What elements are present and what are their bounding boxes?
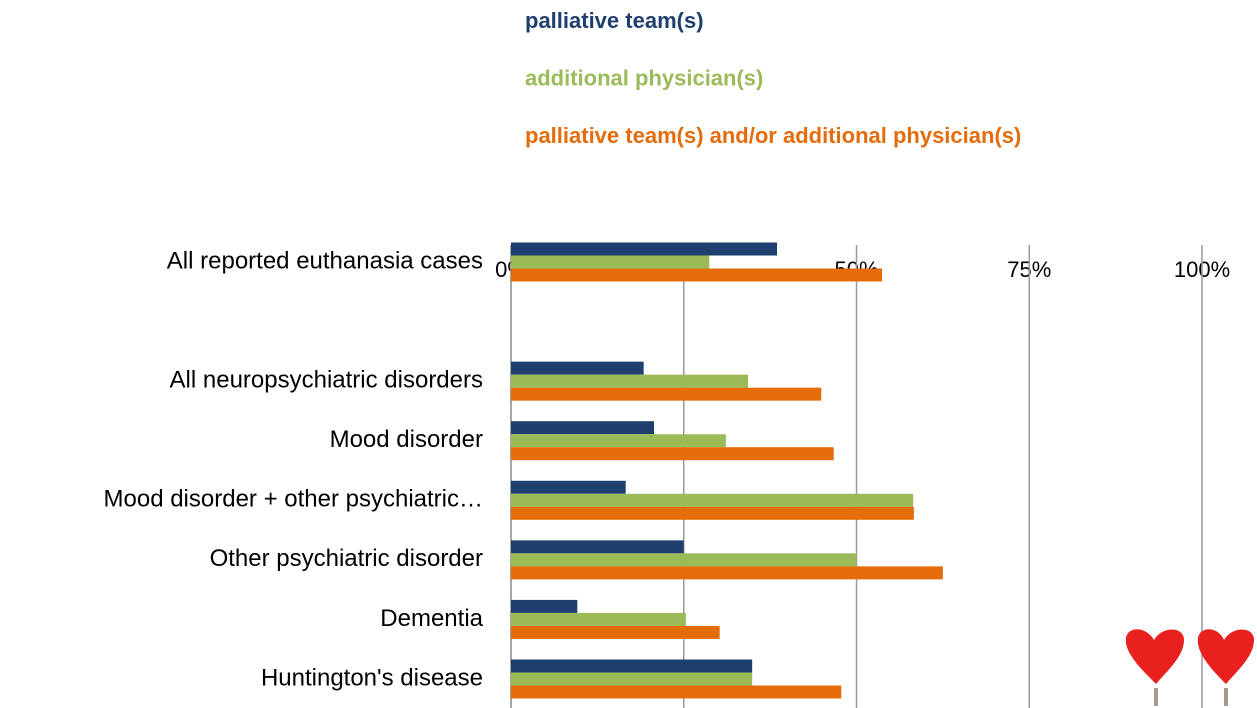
legend-entry: palliative team(s) [525,8,704,33]
bar [511,375,748,388]
y-tick-label: All reported euthanasia cases [167,247,483,274]
bar [511,421,654,434]
bar [511,600,577,613]
bar [511,626,720,639]
bar [511,388,821,401]
y-tick-label: Mood disorder + other psychiatric… [104,486,484,513]
chart: palliative team(s) additional physician(s… [0,0,1257,708]
bar [511,660,752,673]
bar [511,256,709,269]
y-tick-label: Mood disorder [330,426,483,453]
decoration [1126,629,1254,706]
bar [511,434,726,447]
y-tick-label: All neuropsychiatric disorders [170,366,483,393]
bar [511,553,857,566]
y-tick-label: Dementia [380,605,483,632]
bar [511,566,943,579]
bar [511,494,913,507]
bar [511,362,644,375]
bar [511,481,626,494]
bar [511,686,841,699]
legend-entry: palliative team(s) and/or additional phy… [525,123,1021,148]
y-tick-label: Huntington's disease [261,664,483,691]
bar [511,269,882,282]
bar [511,673,752,686]
bar [511,613,686,626]
bar [511,447,834,460]
legend-entry: additional physician(s) [525,65,763,90]
bar [511,507,914,520]
bar [511,243,777,256]
bar [511,540,684,553]
y-tick-label: Other psychiatric disorder [210,545,483,572]
